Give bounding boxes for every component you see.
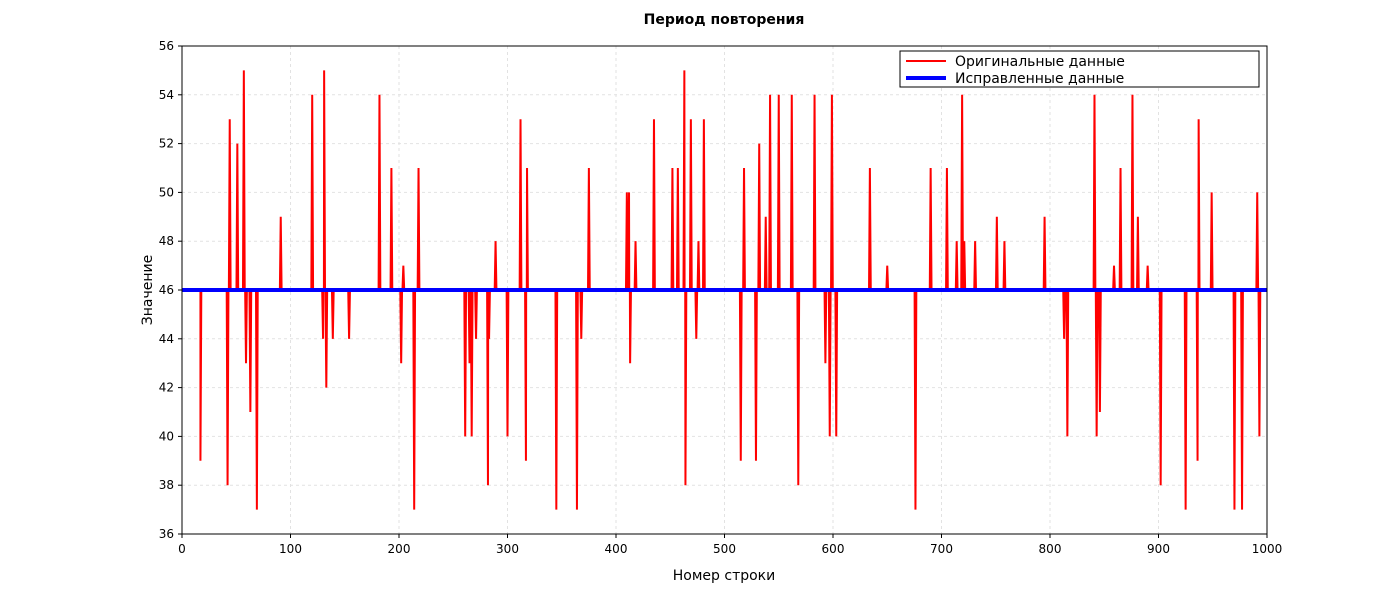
legend: Оригинальные данные Исправленные данные	[899, 50, 1260, 88]
y-tick-label: 56	[159, 39, 174, 53]
legend-label-original: Оригинальные данные	[955, 54, 1125, 70]
x-tick-label: 0	[178, 542, 186, 556]
y-tick-label: 36	[159, 527, 174, 541]
x-tick-label: 500	[713, 542, 736, 556]
y-tick-label: 46	[159, 283, 174, 297]
x-tick-label: 200	[388, 542, 411, 556]
y-axis-title: Значение	[140, 255, 156, 325]
x-tick-label: 700	[930, 542, 953, 556]
y-tick-label: 42	[159, 381, 174, 395]
x-tick-label: 300	[496, 542, 519, 556]
x-axis-title: Номер строки	[673, 568, 775, 584]
x-tick-label: 400	[605, 542, 628, 556]
x-tick-label: 600	[822, 542, 845, 556]
y-tick-label: 40	[159, 429, 174, 443]
plot-series	[182, 70, 1267, 510]
legend-box	[899, 50, 1260, 88]
grid	[181, 45, 1268, 535]
y-tick-label: 38	[159, 478, 174, 492]
y-tick-label: 50	[159, 185, 174, 199]
x-tick-label: 100	[279, 542, 302, 556]
x-tick-label: 1000	[1252, 542, 1283, 556]
y-tick-label: 54	[159, 88, 174, 102]
y-tick-label: 52	[159, 137, 174, 151]
legend-label-corrected: Исправленные данные	[955, 71, 1124, 87]
y-axis: 36 38 40 42 44 46 48 50 52 54 56	[159, 39, 182, 541]
x-axis: 0 100 200 300 400 500 600 700 800 900 1000	[178, 534, 1282, 556]
chart-title: Период повторения	[644, 12, 805, 28]
x-tick-label: 900	[1147, 542, 1170, 556]
y-tick-label: 44	[159, 332, 174, 346]
x-tick-label: 800	[1039, 542, 1062, 556]
y-tick-label: 48	[159, 234, 174, 248]
